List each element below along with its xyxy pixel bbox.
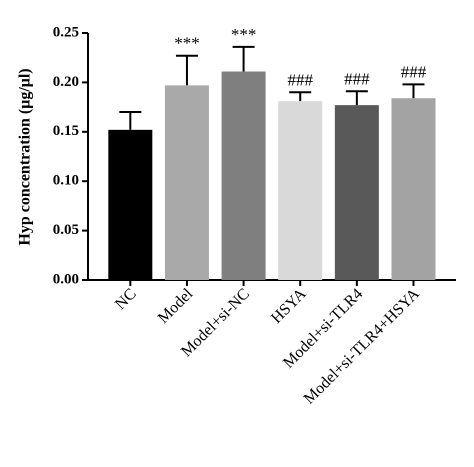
- x-tick-label: HSYA: [268, 285, 310, 327]
- significance-label: ###: [401, 62, 427, 81]
- bar: [108, 129, 153, 280]
- bar: [391, 98, 436, 280]
- y-tick-label: 0.00: [53, 271, 79, 287]
- y-tick-label: 0.05: [53, 222, 79, 238]
- bar: [334, 105, 379, 281]
- significance-label: ***: [231, 25, 257, 44]
- y-tick-label: 0.25: [53, 24, 79, 40]
- x-tick-label: Model: [155, 285, 197, 327]
- x-tick-label: NC: [112, 285, 140, 313]
- bar: [278, 101, 323, 280]
- bar: [221, 71, 266, 280]
- significance-label: ###: [287, 70, 313, 89]
- y-axis-title: Hyp concentration (μg/μl): [17, 68, 34, 245]
- y-tick-label: 0.15: [53, 123, 79, 139]
- bar: [164, 85, 209, 280]
- x-tick-label: Model+si-TLR4+HSYA: [301, 285, 424, 408]
- y-tick-label: 0.10: [53, 173, 79, 189]
- significance-label: ###: [344, 69, 370, 88]
- y-tick-label: 0.20: [53, 74, 79, 90]
- significance-label: ***: [174, 34, 200, 53]
